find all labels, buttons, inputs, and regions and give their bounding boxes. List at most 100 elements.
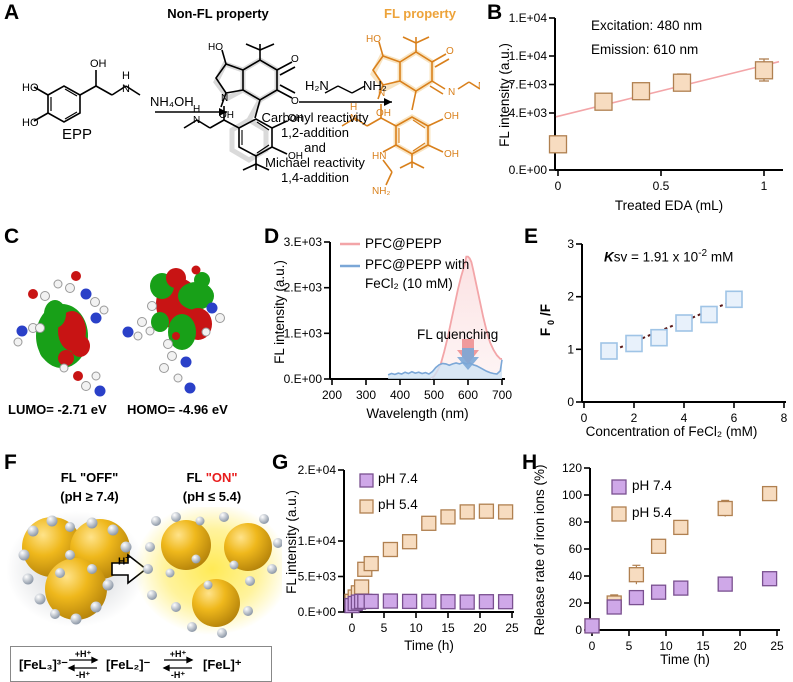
d-quenching-label: FL quenching bbox=[417, 327, 499, 342]
e-xtick-1: 2 bbox=[631, 411, 638, 424]
e-ytick-2: 1 bbox=[567, 342, 574, 356]
svg-text:H: H bbox=[193, 104, 200, 115]
panel-a-title-left: Non-FL property bbox=[167, 6, 269, 21]
f-aggregate-off bbox=[6, 511, 146, 627]
b-xtick-2: 1 bbox=[761, 179, 768, 193]
e-xtick-4: 8 bbox=[781, 411, 788, 424]
svg-text:H: H bbox=[350, 102, 357, 113]
h-ytick-5: 20 bbox=[569, 596, 583, 610]
svg-text:O: O bbox=[446, 46, 454, 57]
e-fit-line bbox=[608, 299, 735, 353]
g-legend-swatch-ph74 bbox=[359, 473, 374, 488]
svg-text:NH₂: NH₂ bbox=[478, 81, 480, 92]
epp-structure bbox=[33, 70, 141, 123]
panel-h: H 120 100 80 60 40 20 0 bbox=[522, 452, 793, 671]
h-xtick-0: 0 bbox=[589, 639, 596, 652]
d-xtick-2: 400 bbox=[390, 388, 410, 402]
svg-text:OH: OH bbox=[444, 149, 459, 160]
cond-line-1: 1,2-addition bbox=[281, 125, 349, 140]
g-chart: 2.E+04 1.E+04 5.E+03 0.E+00 0 5 10 15 20… bbox=[284, 463, 519, 635]
e-ytick-1: 2 bbox=[567, 290, 574, 304]
d-blue-line bbox=[387, 359, 503, 376]
b-xlabel: Treated EDA (mL) bbox=[614, 198, 724, 213]
g-ylabel: FL intensity (a.u.) bbox=[284, 490, 299, 594]
svg-text:O: O bbox=[291, 96, 299, 107]
e-ytick-3: 0 bbox=[567, 395, 574, 409]
svg-text:-H⁺: -H⁺ bbox=[76, 670, 90, 680]
e-ksv-annotation: Ksv = 1.91 x 10-2 mM bbox=[604, 248, 733, 265]
panel-a-reagent-2-left: H₂N bbox=[305, 78, 329, 93]
d-xtick-0: 200 bbox=[322, 388, 342, 402]
panel-f-label: F bbox=[4, 451, 17, 474]
h-ytick-2: 80 bbox=[569, 515, 583, 529]
f-equilibrium-box: +H⁺ -H⁺ +H⁺ -H⁺ [FeL₃]³⁻ [FeL₂]⁻ [FeL]⁺ bbox=[10, 646, 272, 682]
d-ytick-0: 3.E+03 bbox=[284, 235, 323, 249]
b-ylabel: FL intensity (a.u.) bbox=[497, 43, 512, 147]
e-data-points bbox=[600, 290, 743, 360]
d-legend-label-1: PFC@PEPP with bbox=[365, 257, 470, 272]
panel-a-reagent-1: NH₄OH bbox=[150, 94, 194, 109]
svg-text:OH: OH bbox=[219, 110, 234, 121]
e-xlabel: Concentration of FeCl₂ (mM) bbox=[585, 424, 758, 439]
panel-g-label: G bbox=[272, 451, 289, 474]
h-ytick-4: 40 bbox=[569, 569, 583, 583]
d-legend-label-0: PFC@PEPP bbox=[365, 236, 442, 251]
g-xlabel: Time (h) bbox=[404, 638, 454, 653]
epp-ho-2: HO bbox=[22, 117, 39, 129]
panel-b-label: B bbox=[487, 1, 503, 24]
h-xtick-1: 5 bbox=[626, 639, 633, 652]
g-legend-label-ph54: pH 5.4 bbox=[378, 497, 418, 512]
svg-text:HO: HO bbox=[208, 42, 223, 53]
e-chart: 3 2 1 0 0 2 4 6 8 bbox=[538, 237, 788, 424]
panel-a-epp-label: EPP bbox=[62, 126, 93, 143]
g-xtick-3: 15 bbox=[441, 621, 455, 635]
g-ytick-1: 1.E+04 bbox=[298, 534, 337, 548]
cond-line-0: Carbonyl reactivity bbox=[261, 110, 369, 125]
panel-h-label: H bbox=[522, 451, 538, 474]
f-eq-species-1: [FeL₃]³⁻ bbox=[19, 657, 68, 672]
b-annotation-2: Emission: 610 nm bbox=[591, 42, 699, 57]
d-chart: 3.E+03 2.E+03 1.E+03 0.E+00 200 300 400 … bbox=[272, 235, 512, 402]
panel-c: C bbox=[0, 224, 260, 450]
f-off-title: FL "OFF" bbox=[60, 470, 119, 485]
panel-e: E 3 2 1 0 0 2 4 6 8 bbox=[514, 224, 793, 450]
lumo-orbital bbox=[13, 271, 109, 397]
svg-text:HN: HN bbox=[372, 151, 386, 162]
g-ytick-0: 2.E+04 bbox=[298, 463, 337, 477]
svg-text:NH₂: NH₂ bbox=[372, 186, 390, 197]
svg-text:/F: /F bbox=[538, 304, 553, 316]
panel-e-label: E bbox=[524, 225, 539, 248]
svg-text:OH: OH bbox=[444, 111, 459, 122]
f-dispersed-on bbox=[134, 507, 282, 638]
d-ytick-3: 0.E+00 bbox=[284, 372, 323, 386]
d-ytick-2: 1.E+03 bbox=[284, 326, 323, 340]
svg-text:+H⁺: +H⁺ bbox=[170, 649, 187, 659]
e-ylabel: F 0 /F bbox=[538, 304, 556, 336]
e-xtick-2: 4 bbox=[681, 411, 688, 424]
h-xtick-4: 20 bbox=[733, 639, 747, 652]
fl-structure: HO O N NH₂ N H N OH OH OH HN NH₂ bbox=[341, 34, 480, 197]
b-trendline bbox=[555, 60, 780, 118]
d-xtick-1: 300 bbox=[356, 388, 376, 402]
b-annotation-1: Excitation: 480 nm bbox=[591, 18, 703, 33]
c-orbital-images bbox=[13, 265, 225, 397]
panel-f: F FL "OFF" (pH ≥ 7.4) FL "ON" (pH ≤ 5.4) bbox=[0, 451, 282, 682]
d-ytick-1: 2.E+03 bbox=[284, 281, 323, 295]
panel-b: B 1.E+04 1.E+04 7.E+03 4.E+03 0.E+00 0 bbox=[483, 0, 793, 222]
f-illustration bbox=[6, 507, 282, 638]
svg-text:O: O bbox=[291, 54, 299, 65]
panel-d: D 3.E+03 2.E+03 1.E+03 0.E+00 bbox=[262, 224, 512, 450]
b-ytick-1: 1.E+04 bbox=[509, 49, 548, 63]
svg-text:-H⁺: -H⁺ bbox=[171, 670, 185, 680]
f-on-sub: (pH ≤ 5.4) bbox=[182, 489, 242, 504]
e-ksv-unit: mM bbox=[707, 249, 734, 265]
panel-a: A Non-FL property FL property HO HO OH H… bbox=[0, 0, 480, 222]
f-on-word: "ON" bbox=[205, 470, 238, 485]
b-ytick-0: 1.E+04 bbox=[509, 11, 548, 25]
svg-text:OH: OH bbox=[376, 108, 391, 119]
epp-nh-h: H bbox=[122, 70, 130, 82]
h-chart: 120 100 80 60 40 20 0 0 5 10 15 20 25 bbox=[532, 461, 784, 652]
b-xtick-0: 0 bbox=[555, 179, 562, 193]
h-legend-label-ph74: pH 7.4 bbox=[632, 478, 672, 493]
h-legend-swatch-ph54 bbox=[611, 506, 627, 522]
